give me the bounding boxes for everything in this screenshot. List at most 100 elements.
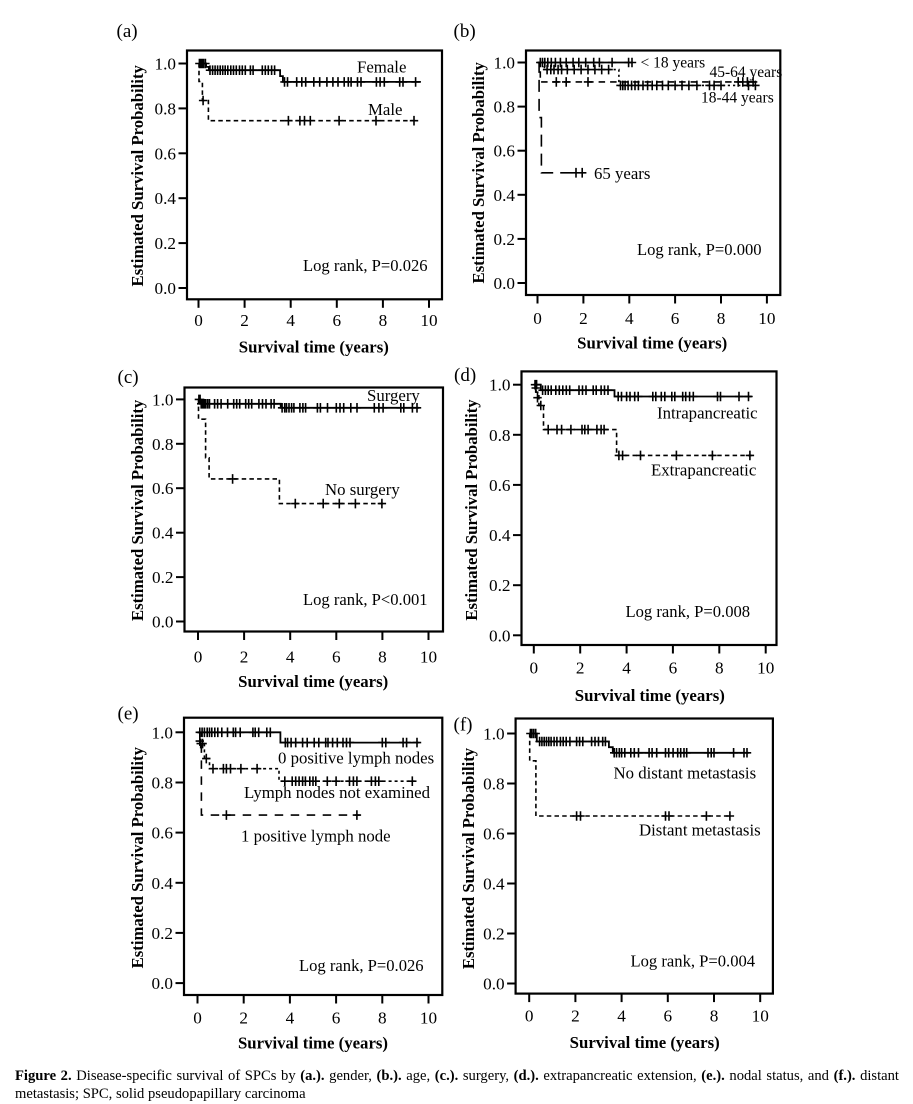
svg-text:(e): (e) <box>118 704 139 725</box>
svg-text:0.6: 0.6 <box>489 476 511 495</box>
svg-text:0.4: 0.4 <box>494 186 516 205</box>
svg-text:8: 8 <box>717 309 726 328</box>
svg-text:Survival time (years): Survival time (years) <box>570 1033 720 1052</box>
svg-text:6: 6 <box>671 309 680 328</box>
svg-text:No distant metastasis: No distant metastasis <box>614 764 757 783</box>
svg-text:Log rank, P=0.026: Log rank, P=0.026 <box>299 956 424 975</box>
svg-text:< 18 years: < 18 years <box>641 55 706 72</box>
svg-text:4: 4 <box>617 1007 626 1026</box>
svg-text:Female: Female <box>357 58 406 77</box>
svg-text:0.0: 0.0 <box>152 974 173 993</box>
svg-text:0.8: 0.8 <box>155 99 176 118</box>
svg-text:Log rank, P<0.001: Log rank, P<0.001 <box>303 590 428 609</box>
svg-text:6: 6 <box>669 659 678 678</box>
svg-text:0.8: 0.8 <box>483 775 504 794</box>
svg-text:2: 2 <box>239 1009 248 1028</box>
svg-text:8: 8 <box>715 659 724 678</box>
svg-text:0.2: 0.2 <box>483 925 504 944</box>
svg-text:18-44 years: 18-44 years <box>701 90 774 107</box>
svg-text:Male: Male <box>368 100 402 119</box>
svg-text:0.4: 0.4 <box>152 874 174 893</box>
svg-text:0: 0 <box>193 1009 202 1028</box>
svg-text:0: 0 <box>530 659 539 678</box>
svg-text:2: 2 <box>571 1007 580 1026</box>
svg-text:Estimated Survival Probability: Estimated Survival Probability <box>128 399 147 621</box>
svg-text:4: 4 <box>622 659 631 678</box>
svg-text:0.2: 0.2 <box>152 924 173 943</box>
svg-text:0.6: 0.6 <box>483 825 505 844</box>
svg-text:0.4: 0.4 <box>155 189 177 208</box>
svg-text:10: 10 <box>420 1009 437 1028</box>
svg-text:Survival time (years): Survival time (years) <box>575 686 725 705</box>
svg-text:Intrapancreatic: Intrapancreatic <box>657 404 758 423</box>
svg-text:4: 4 <box>286 1009 295 1028</box>
svg-text:4: 4 <box>286 648 295 667</box>
svg-text:Distant metastasis: Distant metastasis <box>639 821 761 840</box>
svg-text:1.0: 1.0 <box>155 55 176 74</box>
svg-text:0.8: 0.8 <box>489 426 510 445</box>
svg-text:(b): (b) <box>454 21 476 42</box>
svg-text:10: 10 <box>420 311 437 330</box>
svg-text:(c): (c) <box>118 367 139 388</box>
svg-text:0.0: 0.0 <box>483 975 504 994</box>
svg-text:0.0: 0.0 <box>489 626 510 645</box>
svg-text:4: 4 <box>625 309 634 328</box>
svg-text:0: 0 <box>194 311 203 330</box>
svg-text:0.6: 0.6 <box>152 824 174 843</box>
svg-text:No surgery: No surgery <box>325 480 400 499</box>
svg-text:Estimated Survival Probability: Estimated Survival Probability <box>469 62 488 284</box>
svg-text:Survival time (years): Survival time (years) <box>238 672 388 691</box>
svg-text:6: 6 <box>332 1009 341 1028</box>
svg-text:0.0: 0.0 <box>155 279 176 298</box>
svg-text:0.4: 0.4 <box>489 526 511 545</box>
svg-text:0: 0 <box>525 1007 534 1026</box>
svg-text:(a): (a) <box>117 21 138 42</box>
svg-text:8: 8 <box>710 1007 719 1026</box>
svg-text:0.8: 0.8 <box>494 98 515 117</box>
svg-text:Estimated Survival Probability: Estimated Survival Probability <box>462 399 481 621</box>
svg-text:Log rank, P=0.004: Log rank, P=0.004 <box>631 952 756 971</box>
svg-text:2: 2 <box>240 648 249 667</box>
svg-text:1.0: 1.0 <box>489 376 510 395</box>
svg-text:1.0: 1.0 <box>494 54 515 73</box>
svg-text:Estimated Survival Probability: Estimated Survival Probability <box>128 65 147 287</box>
svg-text:6: 6 <box>332 648 341 667</box>
svg-text:0: 0 <box>533 309 542 328</box>
svg-text:0 positive lymph nodes: 0 positive lymph nodes <box>278 749 434 768</box>
svg-text:0.2: 0.2 <box>494 230 515 249</box>
svg-text:2: 2 <box>579 309 588 328</box>
svg-text:1 positive lymph node: 1 positive lymph node <box>241 827 391 846</box>
svg-text:Estimated Survival Probability: Estimated Survival Probability <box>128 746 147 968</box>
svg-text:Lymph nodes not examined: Lymph nodes not examined <box>244 783 431 802</box>
svg-text:1.0: 1.0 <box>152 390 173 409</box>
svg-text:1.0: 1.0 <box>152 723 173 742</box>
svg-text:Log rank, P=0.026: Log rank, P=0.026 <box>303 256 428 275</box>
svg-text:Surgery: Surgery <box>367 386 420 405</box>
svg-text:8: 8 <box>379 311 388 330</box>
svg-text:Survival time (years): Survival time (years) <box>239 338 389 357</box>
svg-text:(f): (f) <box>454 715 473 736</box>
svg-text:Survival time (years): Survival time (years) <box>238 1034 388 1053</box>
svg-text:0: 0 <box>194 648 203 667</box>
svg-text:0.8: 0.8 <box>152 774 173 793</box>
svg-text:0.0: 0.0 <box>152 613 173 632</box>
svg-text:0.4: 0.4 <box>483 875 505 894</box>
svg-text:8: 8 <box>378 648 387 667</box>
svg-text:0.2: 0.2 <box>152 568 173 587</box>
svg-text:Extrapancreatic: Extrapancreatic <box>651 461 756 480</box>
svg-text:0.6: 0.6 <box>494 142 516 161</box>
svg-text:10: 10 <box>752 1007 769 1026</box>
svg-text:0.6: 0.6 <box>152 479 174 498</box>
svg-text:Estimated Survival Probability: Estimated Survival Probability <box>459 747 478 969</box>
svg-text:0.4: 0.4 <box>152 524 174 543</box>
svg-text:10: 10 <box>758 309 775 328</box>
svg-text:45-64 years: 45-64 years <box>710 64 783 81</box>
svg-text:0.8: 0.8 <box>152 435 173 454</box>
svg-text:(d): (d) <box>454 365 476 386</box>
svg-text:0.2: 0.2 <box>155 234 176 253</box>
svg-text:0.2: 0.2 <box>489 576 510 595</box>
svg-text:2: 2 <box>240 311 249 330</box>
svg-text:0.6: 0.6 <box>155 144 177 163</box>
svg-text:Log rank, P=0.000: Log rank, P=0.000 <box>637 240 762 259</box>
svg-text:8: 8 <box>378 1009 387 1028</box>
